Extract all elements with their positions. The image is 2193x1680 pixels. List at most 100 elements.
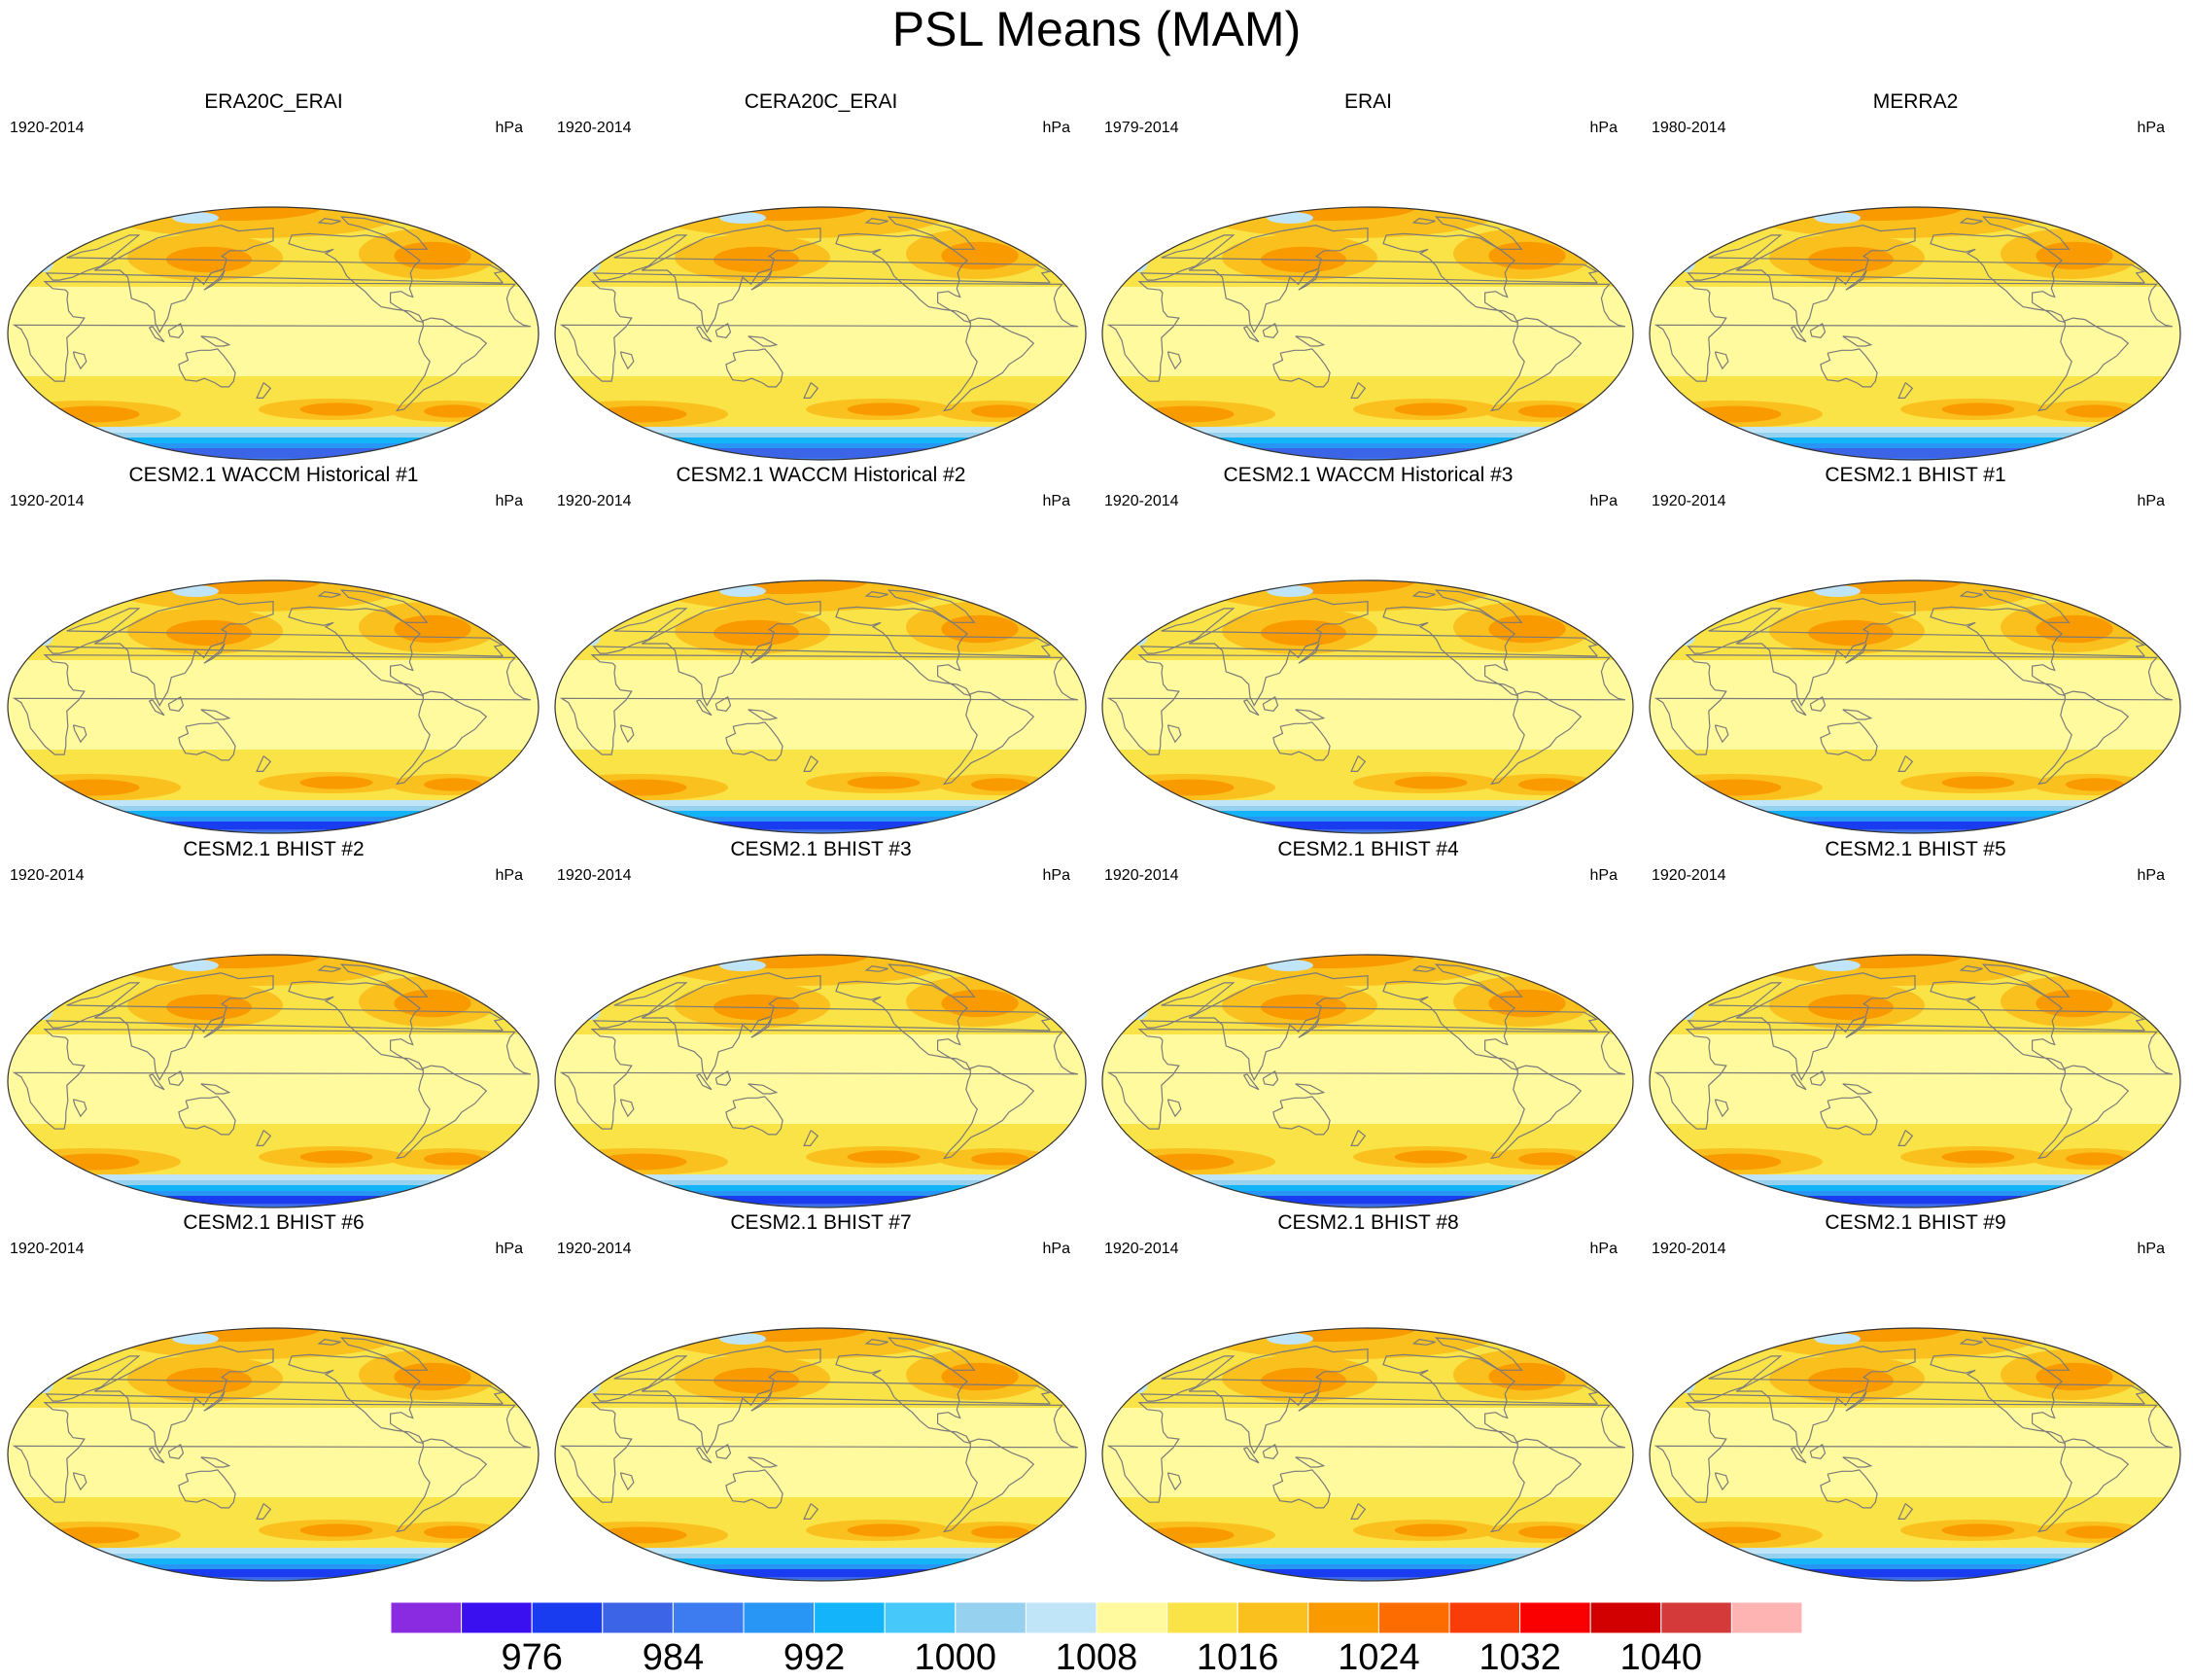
- coastline: [1735, 972, 1916, 1081]
- colorbar-box: [1589, 1602, 1662, 1633]
- coastline: [200, 709, 231, 720]
- coastline: [1272, 1096, 1331, 1136]
- psl-contour: [564, 223, 630, 250]
- coastline: [1653, 1028, 2174, 1130]
- panel-years: 1920-2014: [10, 867, 85, 884]
- panel-units: hPa: [495, 493, 523, 509]
- map-fill: [1650, 207, 2180, 460]
- coastline: [748, 335, 779, 347]
- coastline: [942, 1065, 1035, 1160]
- coastline: [1242, 1073, 1260, 1091]
- psl-contour: [1130, 978, 1166, 994]
- coastline: [1842, 709, 1873, 720]
- coastline: [887, 216, 976, 250]
- panel-years: 1920-2014: [1652, 1241, 1726, 1257]
- coastline: [1242, 326, 1260, 343]
- coastline: [288, 606, 425, 697]
- psl-contour: [1394, 1150, 1468, 1164]
- coastline: [725, 721, 783, 761]
- psl-contour: [1814, 1333, 1861, 1345]
- coastline: [592, 608, 1052, 657]
- psl-contour: [35, 230, 72, 246]
- panel-title: CESM2.1 WACCM Historical #2: [676, 464, 966, 486]
- psl-contour: [1111, 223, 1177, 250]
- coastline: [641, 598, 821, 707]
- coastline: [803, 1130, 819, 1146]
- coastline: [1411, 590, 1436, 598]
- coastline: [1845, 1390, 1867, 1412]
- psl-contour: [1518, 404, 1577, 418]
- coastline: [559, 1401, 1079, 1503]
- psl-contour: [2036, 241, 2113, 270]
- panel-title: CESM2.1 BHIST #5: [1825, 838, 2006, 860]
- psl-contour: [299, 402, 373, 416]
- panel-units: hPa: [1042, 1241, 1070, 1257]
- coastline: [1298, 643, 1320, 664]
- psl-band: [1102, 1196, 1633, 1204]
- psl-contour: [79, 1579, 157, 1581]
- psl-contour: [1141, 405, 1235, 423]
- coastline: [1687, 234, 2146, 284]
- psl-contour: [394, 614, 471, 644]
- coastline: [1106, 653, 1626, 755]
- panel-units: hPa: [495, 867, 523, 884]
- coastline: [1842, 1456, 1873, 1468]
- psl-map: [7, 579, 540, 834]
- panel-units: hPa: [1042, 120, 1070, 136]
- psl-contour: [277, 1581, 347, 1592]
- psl-band: [555, 1579, 1086, 1581]
- coastline: [1981, 216, 2071, 250]
- map-border: [1649, 206, 2181, 461]
- coastline: [200, 335, 231, 347]
- coastline: [1106, 1401, 1626, 1503]
- colorbar-tick-label: 1016: [1196, 1637, 1279, 1678]
- panel-title: CESM2.1 WACCM Historical #3: [1223, 464, 1514, 486]
- psl-contour: [2032, 207, 2071, 216]
- psl-band: [1102, 1579, 1633, 1581]
- map-panel: CESM2.1 BHIST #4 1920-2014 hPa: [1095, 838, 1642, 1212]
- coastline: [803, 755, 819, 772]
- colorbar-box: [1096, 1602, 1168, 1633]
- coastline: [1820, 1096, 1878, 1136]
- panel-units: hPa: [2137, 493, 2165, 509]
- map-fill: [555, 207, 1086, 460]
- psl-contour: [1941, 1150, 2015, 1164]
- psl-contour: [582, 604, 619, 619]
- coastline: [864, 1338, 888, 1346]
- coastline: [835, 606, 972, 697]
- psl-band: [555, 831, 1086, 833]
- psl-band: [8, 448, 539, 456]
- colorbar-tick-label: 992: [783, 1637, 846, 1678]
- coastline: [1411, 217, 1436, 225]
- psl-contour: [1173, 1579, 1251, 1581]
- psl-contour: [47, 1526, 140, 1544]
- psl-map: [1649, 579, 2181, 834]
- panel-units: hPa: [2137, 120, 2165, 136]
- map-fill: [1650, 1328, 2180, 1581]
- coastline: [1790, 326, 1807, 343]
- map-border: [554, 206, 1087, 461]
- map-border: [1649, 1327, 2181, 1582]
- coastline: [2036, 1438, 2130, 1533]
- panel-years: 1920-2014: [10, 1241, 85, 1257]
- map-fill: [555, 1328, 1086, 1581]
- panel-years: 1920-2014: [557, 1241, 632, 1257]
- psl-map: [554, 1327, 1087, 1582]
- coastline: [695, 1447, 713, 1464]
- psl-contour: [971, 404, 1029, 418]
- coastline: [1809, 1070, 1827, 1086]
- coastline: [1653, 1401, 2174, 1503]
- coastline: [256, 1503, 272, 1520]
- psl-map: [1101, 1327, 1634, 1582]
- colorbar-box: [1025, 1602, 1097, 1633]
- psl-contour: [847, 1150, 921, 1164]
- colorbar-box: [531, 1602, 604, 1633]
- panel-title: CESM2.1 BHIST #7: [730, 1211, 912, 1234]
- coastline: [1930, 980, 2067, 1071]
- map-border: [1101, 579, 1634, 834]
- coastline: [1188, 225, 1369, 333]
- colorbar-labels: 976 984 992 1000 1008 1016 1024 1032 1040: [391, 1637, 1802, 1680]
- panel-years: 1920-2014: [1104, 493, 1179, 509]
- coastline: [887, 589, 976, 623]
- coastline: [93, 972, 274, 1081]
